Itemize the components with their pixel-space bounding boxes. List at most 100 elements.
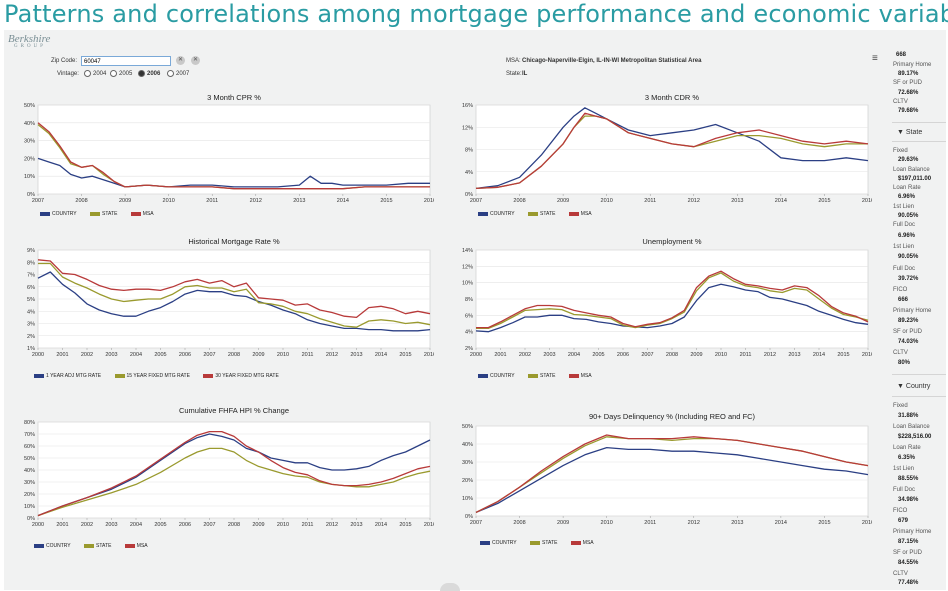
- scroll-handle[interactable]: [440, 583, 460, 591]
- sidebar-label: Loan Rate: [893, 185, 921, 191]
- legend-label: STATE: [102, 211, 118, 217]
- sidebar-value: 6.96%: [898, 194, 916, 200]
- vintage-radio-2005[interactable]: 2005: [110, 70, 132, 77]
- sidebar-value: 39.72%: [898, 276, 919, 282]
- country-section-header: Country: [905, 383, 931, 390]
- x-tick-label: 2015: [399, 352, 411, 358]
- mortgage-rate-chart-legend: 1 YEAR ADJ MTG RATE 15 YEAR FIXED MTG RA…: [34, 373, 291, 379]
- series-line: [37, 433, 431, 517]
- x-tick-label: 2004: [130, 352, 142, 358]
- y-tick-label: 30%: [462, 460, 473, 466]
- sidebar-value: 87.15%: [898, 539, 919, 545]
- x-tick-label: 2014: [813, 352, 825, 358]
- x-tick-label: 2008: [75, 198, 87, 204]
- legend-item: STATE: [530, 540, 557, 546]
- y-tick-label: 7%: [27, 273, 35, 279]
- msa-value: Chicago-Naperville-Elgin, IL-IN-WI Metro…: [522, 58, 702, 64]
- series-line: [37, 122, 430, 190]
- sidebar-label: Full Doc: [893, 266, 916, 272]
- x-tick-label: 2009: [252, 522, 264, 528]
- legend-swatch: [34, 543, 44, 548]
- cdr-chart-legend: COUNTRY STATE MSA: [478, 211, 604, 217]
- legend-swatch: [480, 540, 490, 545]
- x-tick-label: 2011: [302, 522, 314, 528]
- x-tick-label: 2014: [337, 198, 349, 204]
- radio-selected-icon: [138, 70, 145, 77]
- sidebar-value: 679: [898, 518, 909, 524]
- logo-name: Berkshire: [8, 33, 51, 45]
- hpi-chart-legend: COUNTRY STATE MSA: [34, 543, 160, 549]
- country-section-toggle[interactable]: ▼ Country: [897, 383, 930, 390]
- logo-subtitle: GROUP: [14, 44, 46, 49]
- sidebar-label: 1st Lien: [893, 466, 915, 472]
- sidebar-value: 6.96%: [898, 233, 916, 239]
- legend-label: COUNTRY: [46, 543, 71, 549]
- legend-item: STATE: [90, 211, 117, 217]
- legend-item: 15 YEAR FIXED MTG RATE: [114, 373, 190, 379]
- y-tick-label: 70%: [24, 432, 35, 438]
- vintage-radio-2007[interactable]: 2007: [167, 70, 189, 77]
- legend-item: COUNTRY: [34, 543, 71, 549]
- x-tick-label: 2001: [56, 352, 68, 358]
- legend-swatch: [203, 373, 214, 378]
- sidebar-label: Fixed: [893, 403, 908, 409]
- sidebar-label: Loan Balance: [893, 424, 930, 430]
- unemployment-chart: 2% 4% 6% 8% 10% 12% 14% 2000 2001 2002 2003 2004 200…: [462, 248, 872, 358]
- state-section-toggle[interactable]: ▼ State: [897, 129, 922, 136]
- legend-item: 30 YEAR FIXED MTG RATE: [203, 373, 279, 379]
- state-label: State:: [506, 71, 522, 77]
- y-tick-label: 1%: [27, 346, 35, 352]
- y-tick-label: 0%: [465, 514, 473, 520]
- y-tick-label: 14%: [462, 248, 473, 254]
- sidebar-value: 666: [898, 297, 909, 303]
- radio-icon: [84, 70, 91, 77]
- vintage-radio-2004[interactable]: 2004: [84, 70, 106, 77]
- divider: [892, 122, 946, 123]
- series-line: [476, 270, 869, 329]
- x-tick-label: 2002: [81, 352, 93, 358]
- series-line: [475, 107, 869, 190]
- legend-item: 1 YEAR ADJ MTG RATE: [34, 373, 101, 379]
- x-tick-label: 2014: [775, 198, 787, 204]
- plot-area: [475, 425, 869, 517]
- legend-label: MSA: [580, 373, 592, 379]
- x-tick-label: 2003: [105, 352, 117, 358]
- sidebar-value: 90.05%: [898, 254, 919, 260]
- series-line: [476, 272, 869, 330]
- divider: [892, 396, 946, 397]
- x-tick-label: 2012: [326, 352, 338, 358]
- y-tick-label: 30%: [24, 139, 35, 145]
- legend-label: STATE: [540, 211, 556, 217]
- x-tick-label: 2002: [519, 352, 531, 358]
- x-tick-label: 2007: [32, 198, 44, 204]
- x-tick-label: 2016: [424, 198, 434, 204]
- x-tick-label: 2016: [862, 198, 872, 204]
- zip-code-input[interactable]: 60047: [81, 56, 171, 66]
- x-tick-label: 2003: [543, 352, 555, 358]
- legend-swatch: [568, 373, 579, 378]
- clear-icon[interactable]: ✕: [176, 56, 185, 65]
- y-tick-label: 20%: [462, 478, 473, 484]
- legend-label: STATE: [542, 540, 558, 546]
- legend-swatch: [530, 540, 541, 545]
- series-line: [475, 434, 869, 513]
- series-line: [37, 157, 430, 188]
- x-tick-label: 2012: [688, 520, 700, 526]
- x-tick-label: 2007: [203, 352, 215, 358]
- close-icon[interactable]: ✕: [191, 56, 200, 65]
- sidebar-value: 31.88%: [898, 413, 919, 419]
- y-tick-label: 8%: [27, 260, 35, 266]
- x-tick-label: 2009: [252, 352, 264, 358]
- x-tick-label: 2013: [731, 198, 743, 204]
- x-tick-label: 2015: [837, 352, 849, 358]
- x-tick-label: 2014: [375, 352, 387, 358]
- menu-icon[interactable]: ≡: [872, 53, 878, 64]
- vintage-radio-2006[interactable]: 2006: [138, 70, 160, 77]
- delinquency-chart-legend: COUNTRY STATE MSA: [480, 540, 606, 546]
- x-tick-label: 2016: [424, 522, 434, 528]
- legend-swatch: [528, 373, 539, 378]
- legend-swatch: [34, 373, 44, 378]
- vintage-option-label: 2005: [119, 71, 133, 78]
- plot-area: [37, 104, 431, 195]
- legend-label: MSA: [582, 540, 594, 546]
